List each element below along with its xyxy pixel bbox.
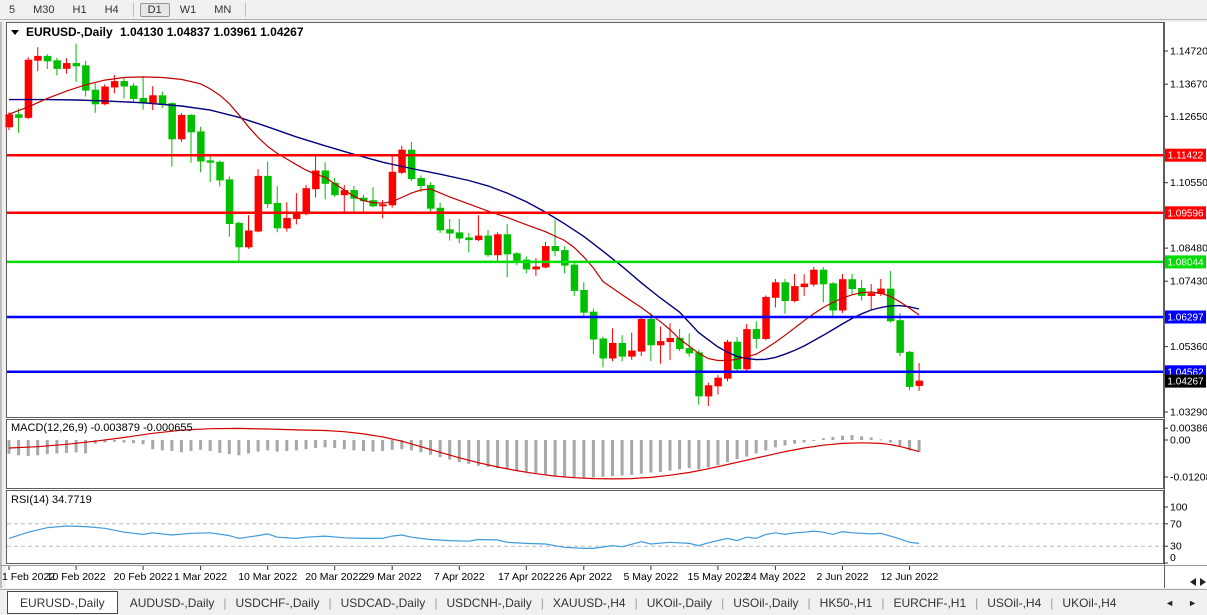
tab-usoil-daily[interactable]: USOil-,Daily [733,595,799,610]
tabs-scroll-left-icon[interactable]: ◄ [1165,597,1175,608]
svg-text:1.11422: 1.11422 [1168,151,1204,162]
svg-text:7 Apr 2022: 7 Apr 2022 [434,571,485,583]
rsi-pane[interactable] [6,490,1164,564]
svg-text:5 May 2022: 5 May 2022 [623,571,678,583]
svg-text:12 Jun 2022: 12 Jun 2022 [881,571,939,583]
tab-usdcad-daily[interactable]: USDCAD-,Daily [340,595,426,610]
scroll-left-icon[interactable] [1190,578,1196,586]
rsi-line [8,525,920,549]
timeframe-button-D1[interactable]: D1 [139,2,170,17]
toolbar-separator [132,2,134,17]
timeframe-button-M30[interactable]: M30 [33,3,55,16]
svg-text:17 Apr 2022: 17 Apr 2022 [498,571,555,583]
svg-text:1.04267: 1.04267 [1167,377,1204,388]
svg-text:0: 0 [1170,552,1176,564]
tab-separator: | [540,595,544,610]
svg-text:-0.01208: -0.01208 [1170,472,1207,484]
price-axis: 1.14720 1.13670 1.12650 1.10550 1.08480 1.074… [1164,46,1207,564]
rsi-label: RSI(14) 34.7719 [11,494,92,506]
chart-title-symbol: EURUSD-,Daily [26,25,113,39]
macd-label: MACD(12,26,9) -0.003879 -0.000655 [11,422,193,434]
scroll-right-icon[interactable] [1200,578,1206,586]
svg-text:1 Mar 2022: 1 Mar 2022 [174,571,227,583]
svg-text:1.04562: 1.04562 [1167,367,1204,378]
svg-text:20 Mar 2022: 20 Mar 2022 [305,571,364,583]
svg-text:100: 100 [1170,502,1188,514]
price-label-1.06297: 1.06297 [1165,310,1206,324]
svg-text:2 Jun 2022: 2 Jun 2022 [817,571,869,583]
svg-text:10 Mar 2022: 10 Mar 2022 [238,571,297,583]
tab-usdcnh-daily[interactable]: USDCNH-,Daily [446,595,532,610]
price-label-1.11422: 1.11422 [1165,148,1206,162]
toolbar-separator [245,2,247,17]
svg-text:20 Feb 2022: 20 Feb 2022 [114,571,173,583]
tab-separator: | [1050,595,1054,610]
tab-separator: | [881,595,885,610]
tab-separator: | [223,595,227,610]
svg-text:26 Apr 2022: 26 Apr 2022 [555,571,612,583]
date-scroll-arrows[interactable] [1190,578,1206,586]
tab-audusd-daily[interactable]: AUDUSD-,Daily [129,595,215,610]
svg-text:1.07430: 1.07430 [1170,276,1207,288]
tab-separator: | [721,595,725,610]
svg-text:29 Mar 2022: 29 Mar 2022 [363,571,422,583]
timeframe-button-5[interactable]: 5 [9,3,16,16]
svg-text:24 May 2022: 24 May 2022 [745,571,806,583]
tab-xauusd-h4[interactable]: XAUUSD-,H4 [552,595,626,610]
svg-text:1.08044: 1.08044 [1167,257,1204,268]
svg-text:1.13670: 1.13670 [1170,79,1207,91]
svg-text:1.10550: 1.10550 [1170,177,1207,189]
timeframe-button-H1[interactable]: H1 [72,3,87,16]
svg-text:15 May 2022: 15 May 2022 [688,571,749,583]
tab-separator: | [634,595,638,610]
tab-separator: | [807,595,811,610]
ma-slow-line [9,98,920,361]
timeframe-button-MN[interactable]: MN [214,3,232,16]
svg-text:70: 70 [1170,518,1182,530]
timeframe-button-W1[interactable]: W1 [179,3,197,16]
ma-fast-line [8,76,920,362]
svg-text:1.05360: 1.05360 [1170,341,1207,353]
svg-text:30: 30 [1170,541,1182,553]
svg-text:0.003865: 0.003865 [1170,423,1207,435]
price-label-1.09596: 1.09596 [1165,206,1206,220]
tab-ukoil-h4[interactable]: UKOil-,H4 [1062,595,1117,610]
svg-text:1.03290: 1.03290 [1170,407,1207,419]
svg-text:1.09596: 1.09596 [1167,208,1204,219]
tab-separator: | [434,595,438,610]
tab-hk50-h1[interactable]: HK50-,H1 [819,595,873,610]
tab-separator: | [328,595,332,610]
tab-ukoil-daily[interactable]: UKOil-,Daily [646,595,713,610]
timeframe-toolbar: 5 M30 H1 H4 D1 W1 MN [0,0,1207,20]
svg-text:1.08480: 1.08480 [1170,243,1207,255]
symbol-tab-bar: EURUSD-,Daily AUDUSD-,Daily | USDCHF-,Daily… [0,589,1207,615]
svg-text:1.14720: 1.14720 [1170,46,1207,58]
current-price-label: 1.04267 [1165,374,1206,388]
timeframe-button-H4[interactable]: H4 [104,3,119,16]
chart-title-ohlc: 1.04130 1.04837 1.03961 1.04267 [120,25,304,39]
tab-separator: | [975,595,979,610]
svg-text:1 Feb 2022: 1 Feb 2022 [2,571,55,583]
tabs-scroll-right-icon[interactable]: ► [1188,597,1197,608]
svg-text:1.06297: 1.06297 [1167,313,1204,324]
price-pane[interactable] [6,22,1164,418]
macd-signal-line [8,427,920,480]
tab-usdchf-daily[interactable]: USDCHF-,Daily [235,595,320,610]
symbol-dropdown-icon [11,30,19,35]
tab-eurchf-h1[interactable]: EURCHF-,H1 [893,595,967,610]
svg-text:1.12650: 1.12650 [1170,111,1207,123]
tab-usoil-h4[interactable]: USOil-,H4 [987,595,1042,610]
svg-text:0.00: 0.00 [1170,435,1191,447]
svg-text:10 Feb 2022: 10 Feb 2022 [47,571,106,583]
tab-scroll-arrows[interactable]: ◄ ► [1151,598,1197,608]
tab-eurusd-daily[interactable]: EURUSD-,Daily [7,591,118,614]
price-label-1.08044: 1.08044 [1165,255,1206,269]
